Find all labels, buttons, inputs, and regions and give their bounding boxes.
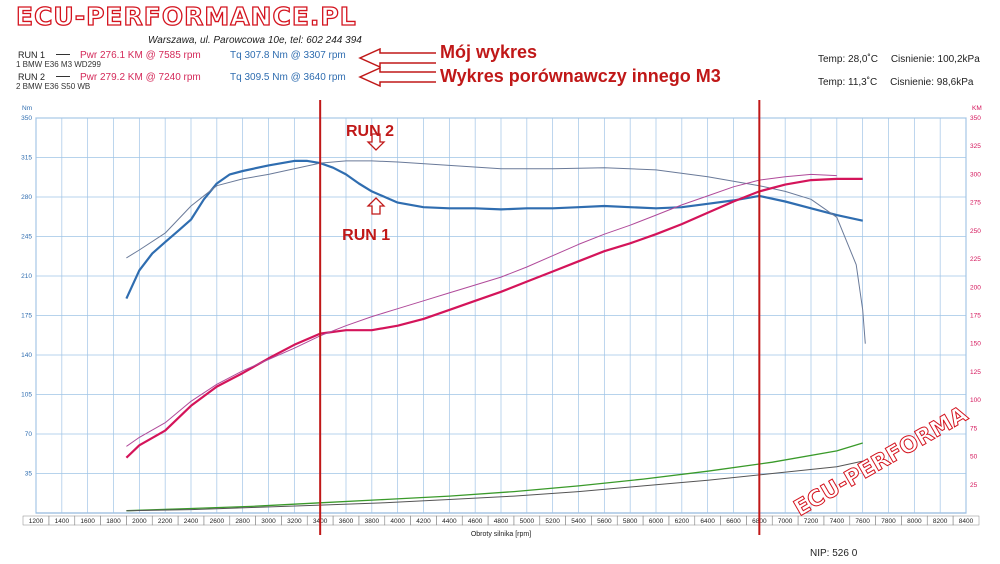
x-tick-label: 1400 [55, 518, 70, 525]
run2-car: 2 BMW E36 S50 WB [16, 82, 91, 91]
x-tick-label: 7000 [778, 518, 793, 525]
y-right-tick-label: 50 [970, 454, 978, 461]
run1-car: 1 BMW E36 M3 WD299 [16, 60, 101, 69]
y-left-tick-label: 35 [25, 471, 33, 478]
x-tick-label: 3200 [287, 518, 302, 525]
x-tick-label: 8400 [959, 518, 974, 525]
x-tick-label: 7600 [855, 518, 870, 525]
x-tick-label: 4000 [390, 518, 405, 525]
x-tick-label: 3600 [339, 518, 354, 525]
arrow-left-icon [358, 48, 436, 88]
series-line-run2-torque [126, 160, 866, 344]
x-tick-label: 2200 [158, 518, 173, 525]
x-tick-label: 4600 [468, 518, 483, 525]
annotation-mine: Mój wykres [440, 42, 538, 62]
x-tick-label: 2400 [184, 518, 199, 525]
run2-power-summary: Pwr 279.2 KM @ 7240 rpm [80, 72, 201, 83]
x-tick-label: 5800 [623, 518, 638, 525]
run2-pressure: Cisnienie: 98,6kPa [890, 77, 974, 88]
dyno-chart: 1200 1400 1600 1800 2000 2200 2400 2600 2800 3000… [21, 100, 982, 538]
company-address: Warszawa, ul. Parowcowa 10e, tel: 602 24… [148, 35, 362, 46]
x-tick-label: 5000 [520, 518, 535, 525]
run2-torque-summary: Tq 309.5 Nm @ 3640 rpm [230, 72, 346, 83]
y-right-tick-label: 325 [970, 143, 981, 150]
run1-annotation: RUN 1 [342, 227, 390, 244]
series-line-run1-power [125, 177, 863, 459]
series-line-run1-torque [125, 159, 863, 300]
y-left-tick-label: 140 [21, 352, 32, 359]
y-right-tick-label: 200 [970, 284, 981, 291]
y-right-tick-label: 150 [970, 341, 981, 348]
x-axis-label: Obroty silnika [rpm] [471, 531, 531, 538]
x-tick-label: 6200 [675, 518, 690, 525]
x-tick-label: 7200 [804, 518, 819, 525]
y-right-tick-label: 300 [970, 171, 981, 178]
x-tick-label: 2800 [235, 518, 250, 525]
y-right-tick-label: 350 [970, 115, 981, 122]
x-tick-label: 8000 [907, 518, 922, 525]
y-left-tick-label: 210 [21, 273, 32, 280]
series-line-run1-losses [126, 442, 863, 512]
x-tick-label: 1600 [80, 518, 95, 525]
arrow-up-icon [366, 197, 386, 215]
y-right-tick-label: 225 [970, 256, 981, 263]
x-tick-label: 6000 [649, 518, 664, 525]
y-left-tick-label: 245 [21, 234, 32, 241]
run2-temp: Temp: 11,3˚C [818, 77, 878, 88]
x-tick-label: 6600 [726, 518, 741, 525]
y-right-axis-label: KM [972, 105, 982, 112]
y-left-tick-label: 350 [21, 115, 32, 122]
run1-temp: Temp: 28,0˚C [818, 54, 879, 65]
y-right-tick-label: 25 [970, 482, 978, 489]
run2-annotation: RUN 2 [346, 123, 394, 140]
x-tick-label: 5200 [545, 518, 560, 525]
run1-pressure: Cisnienie: 100,2kPa [890, 54, 980, 65]
x-tick-label: 4200 [416, 518, 431, 525]
x-tick-label: 7800 [881, 518, 896, 525]
series-line-run2-losses [126, 460, 863, 512]
y-left-axis-label: Nm [22, 105, 32, 112]
run2-swatch [56, 76, 70, 77]
y-left-tick-label: 70 [25, 431, 33, 438]
run1-swatch [56, 54, 70, 55]
x-tick-label: 7400 [830, 518, 845, 525]
x-tick-label: 2600 [210, 518, 225, 525]
company-logo: ECU-PERFORMANCE.PL [15, 1, 357, 31]
run1-label: RUN 1 [18, 50, 46, 60]
x-tick-label: 2000 [132, 518, 147, 525]
x-tick-label: 8200 [933, 518, 948, 525]
x-tick-label: 3000 [261, 518, 276, 525]
run1-power-summary: Pwr 276.1 KM @ 7585 rpm [80, 50, 201, 61]
y-right-tick-label: 100 [970, 397, 981, 404]
x-tick-box [952, 515, 980, 526]
y-right-tick-label: 250 [970, 228, 981, 235]
run2-conditions: Temp: 11,3˚C Cisnienie: 98,6kPa [818, 77, 983, 88]
run2-label: RUN 2 [18, 72, 46, 82]
series-line-run2-power [126, 173, 837, 447]
x-tick-label: 5400 [571, 518, 586, 525]
y-right-tick-label: 275 [970, 200, 981, 207]
x-tick-label: 1800 [106, 518, 121, 525]
y-left-tick-label: 105 [21, 392, 32, 399]
annotation-comparison: Wykres porównawczy innego M3 [440, 66, 721, 86]
y-right-tick-label: 175 [970, 313, 981, 320]
y-left-tick-label: 175 [21, 313, 32, 320]
x-tick-label: 4800 [494, 518, 509, 525]
run1-conditions: Temp: 28,0˚C Cisnienie: 100,2kPa [818, 54, 990, 65]
x-tick-label: 5600 [597, 518, 612, 525]
y-right-tick-label: 125 [970, 369, 981, 376]
footer-nip: NIP: 526 0 [810, 548, 858, 559]
x-tick-label: 4400 [442, 518, 457, 525]
x-tick-label: 1200 [29, 518, 44, 525]
x-tick-label: 3800 [365, 518, 380, 525]
arrow-down-icon [366, 133, 386, 151]
run1-torque-summary: Tq 307.8 Nm @ 3307 rpm [230, 50, 346, 61]
y-left-tick-label: 280 [21, 194, 32, 201]
y-right-tick-label: 75 [970, 425, 978, 432]
x-tick-label: 6400 [700, 518, 715, 525]
y-left-tick-label: 315 [21, 155, 32, 162]
